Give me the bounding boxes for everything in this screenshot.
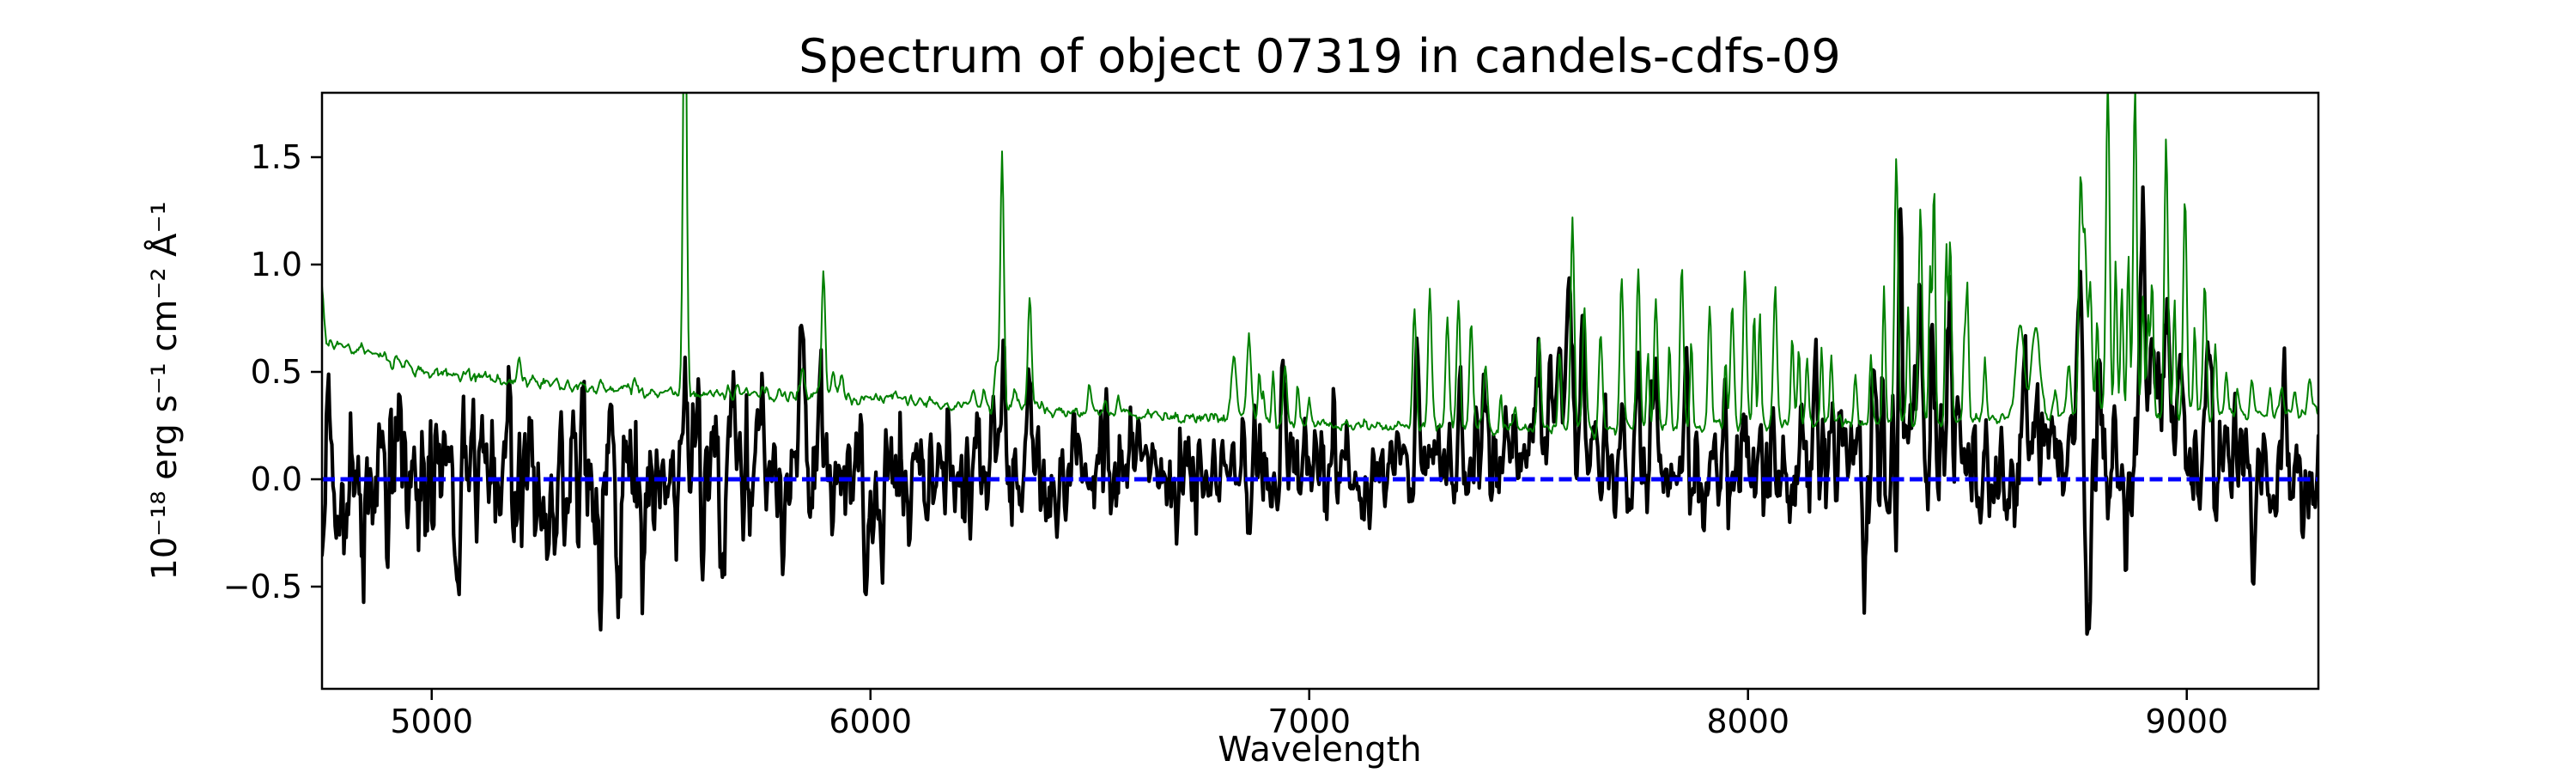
x-axis-ticks: 5000 6000 7000 8000 9000 [390, 689, 2228, 740]
y-tick-label: 1.0 [251, 246, 302, 283]
x-tick-label: 9000 [2145, 703, 2228, 740]
x-tick-label: 5000 [390, 703, 473, 740]
error-sky-spectrum-line [322, 93, 2318, 441]
chart-title: Spectrum of object 07319 in candels-cdfs… [799, 29, 1840, 83]
y-tick-label: 0.0 [251, 460, 302, 498]
flux-spectrum-line [322, 185, 2318, 636]
y-axis-ticks: −0.5 0.0 0.5 1.0 1.5 [223, 138, 322, 606]
y-tick-label: −0.5 [223, 568, 302, 606]
y-tick-label: 0.5 [251, 353, 302, 391]
x-tick-label: 7000 [1267, 703, 1351, 740]
x-axis-label: Wavelength [1218, 730, 1421, 770]
x-tick-label: 6000 [829, 703, 912, 740]
y-tick-label: 1.5 [251, 138, 302, 176]
x-tick-label: 8000 [1706, 703, 1789, 740]
y-axis-label: 10⁻¹⁸ erg s⁻¹ cm⁻² Å⁻¹ [143, 201, 185, 580]
plot-border [320, 91, 2320, 691]
